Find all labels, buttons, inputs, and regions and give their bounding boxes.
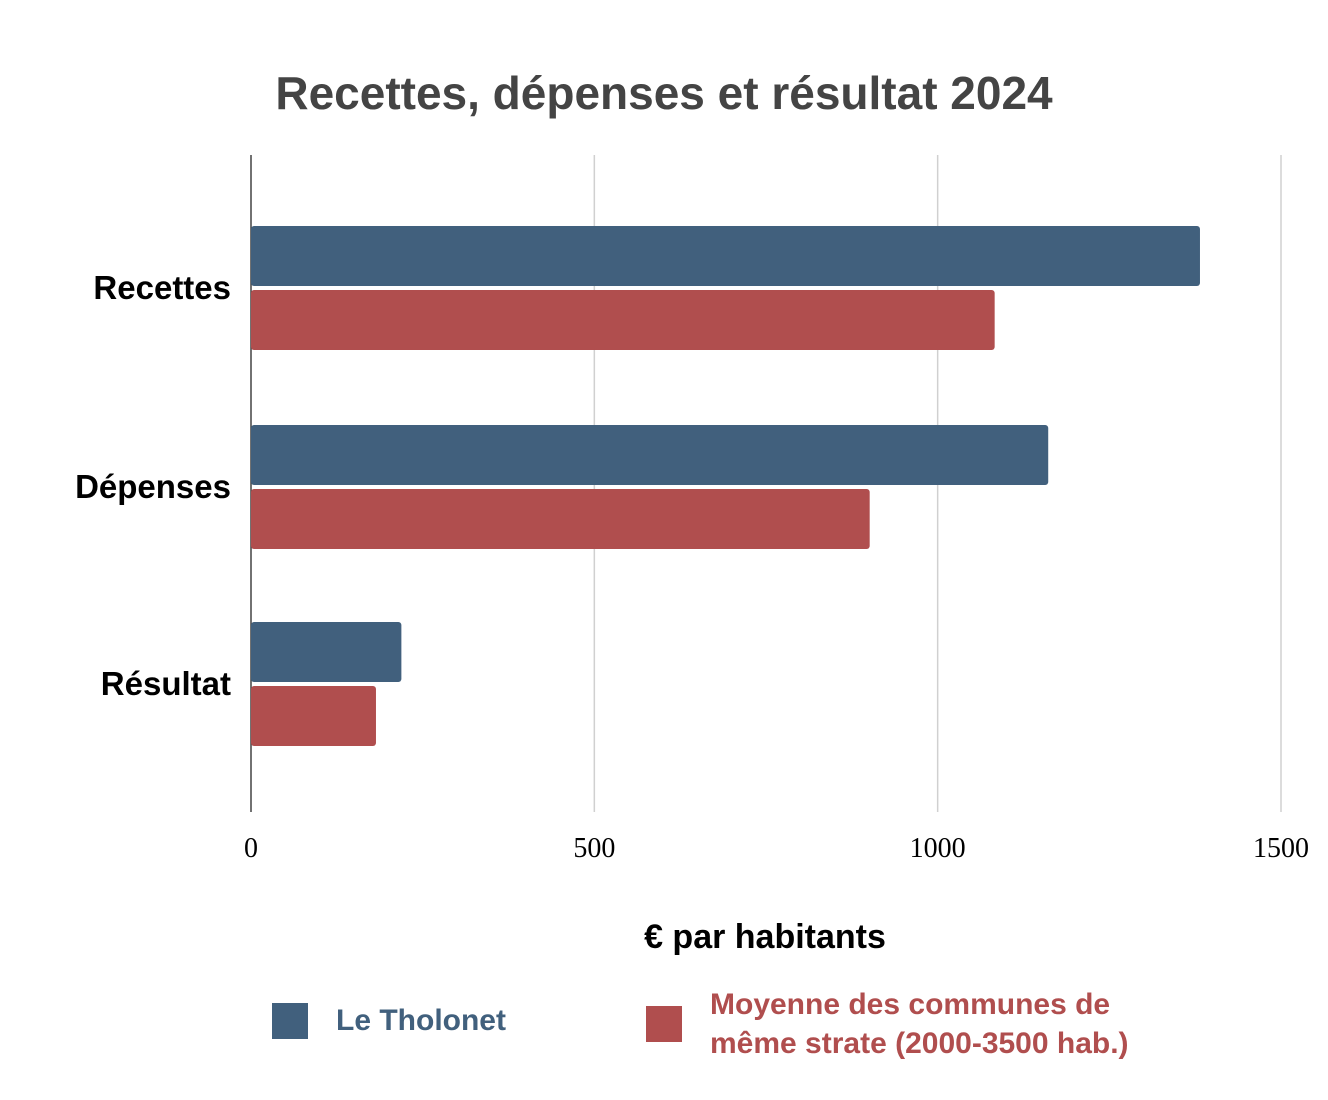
bar-le-tholonet-recettes xyxy=(251,226,1200,286)
legend-item-le-tholonet: Le Tholonet xyxy=(272,1003,506,1039)
x-tick-label: 1500 xyxy=(1253,833,1309,864)
category-label: Dépenses xyxy=(75,468,231,505)
bar-le-tholonet-résultat xyxy=(251,622,402,682)
x-tick-label: 1000 xyxy=(910,833,966,864)
chart-title: Recettes, dépenses et résultat 2024 xyxy=(275,67,1053,119)
x-tick-label: 500 xyxy=(573,833,615,864)
legend-label: Le Tholonet xyxy=(336,1004,506,1037)
legend-swatch-red xyxy=(646,1006,682,1042)
bar-moyenne-résultat xyxy=(251,686,376,746)
legend-label: Moyenne des communes de même strate (200… xyxy=(710,985,1129,1063)
legend-swatch-blue xyxy=(272,1003,308,1039)
x-tick-label: 0 xyxy=(244,833,258,864)
legend-item-moyenne: Moyenne des communes de même strate (200… xyxy=(646,985,1129,1063)
category-label: Résultat xyxy=(101,665,231,702)
bar-le-tholonet-dépenses xyxy=(251,425,1049,485)
bar-moyenne-recettes xyxy=(251,290,995,350)
bar-moyenne-dépenses xyxy=(251,489,870,549)
category-label: Recettes xyxy=(93,269,231,306)
legend-label-line: Moyenne des communes de xyxy=(710,988,1111,1021)
x-axis-title: € par habitants xyxy=(644,918,886,956)
legend-label-line: même strate (2000-3500 hab.) xyxy=(710,1027,1129,1060)
